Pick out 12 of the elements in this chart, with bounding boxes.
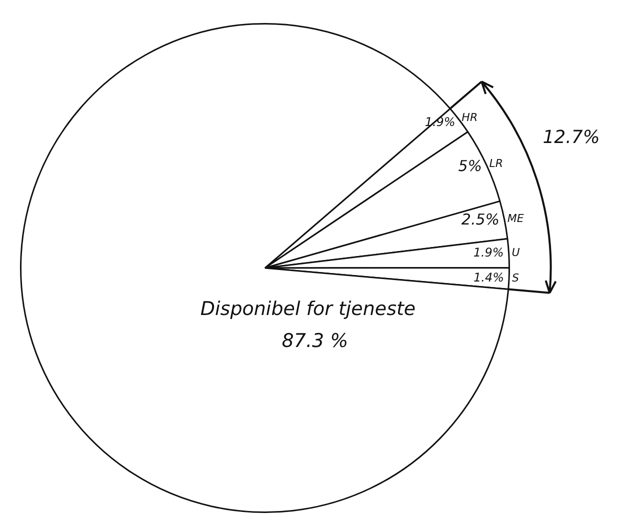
slice-label: HR [462, 111, 478, 124]
slice-label: U [512, 246, 520, 259]
slice-label: Disponibel for tjeneste [200, 298, 416, 320]
text: 12.7% [542, 127, 600, 148]
slice-label: LR [489, 156, 504, 170]
slice-label: ME [507, 212, 524, 226]
data-label: 5% [458, 157, 482, 176]
data-label: 87.3 % [282, 330, 348, 352]
data-label: 1.4% [474, 270, 504, 284]
slice-label: S [512, 272, 520, 285]
data-label: 2.5% [461, 210, 500, 229]
data-label: 1.9% [473, 246, 504, 260]
